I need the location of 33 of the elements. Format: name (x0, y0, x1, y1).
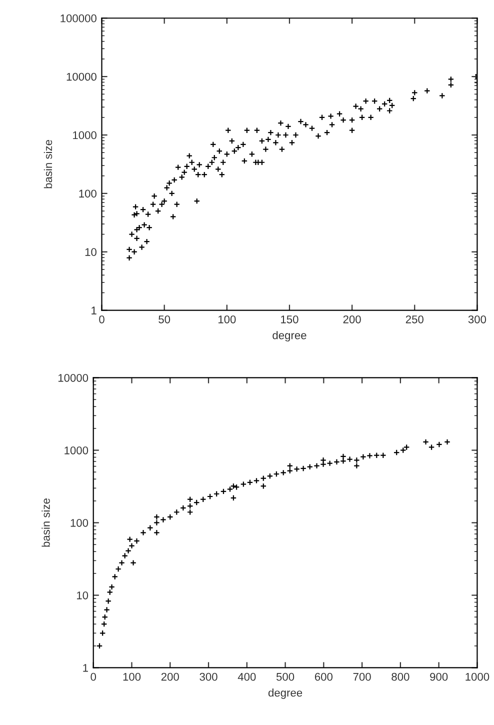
x-tick-label: 500 (276, 672, 294, 681)
x-tick-label: 300 (200, 672, 218, 681)
x-tick-label: 900 (430, 672, 448, 681)
y-axis-title: basin size (44, 140, 52, 188)
x-tick-label: 800 (392, 672, 410, 681)
x-tick-label: 100 (218, 315, 236, 324)
y-tick-label: 1000 (64, 446, 88, 454)
x-axis-title: degree (268, 688, 302, 699)
x-tick-label: 250 (406, 315, 424, 324)
x-tick-label: 50 (158, 315, 170, 324)
x-tick-label: 200 (161, 672, 179, 681)
y-tick-label: 1 (92, 306, 96, 314)
y-tick-label: 100000 (60, 14, 96, 22)
y-tick-label: 10000 (58, 374, 88, 382)
x-tick-label: 700 (353, 672, 371, 681)
x-axis-title: degree (272, 331, 306, 342)
x-tick-label: 0 (99, 315, 104, 324)
y-tick-label: 10000 (66, 72, 96, 81)
x-tick-label: 100 (123, 672, 141, 681)
x-tick-label: 400 (238, 672, 256, 681)
x-tick-label: 150 (281, 315, 298, 324)
x-tick-label: 200 (343, 315, 361, 324)
y-tick-label: 10 (85, 248, 96, 256)
y-tick-label: 100 (70, 518, 88, 527)
x-tick-label: 300 (468, 315, 486, 324)
y-tick-label: 100 (79, 190, 96, 198)
y-tick-label: 1 (83, 664, 88, 672)
x-tick-label: 1000 (466, 672, 490, 681)
x-tick-label: 600 (314, 672, 333, 681)
y-tick-label: 1000 (73, 131, 96, 140)
x-tick-label: 0 (90, 672, 96, 681)
y-tick-label: 10 (76, 591, 88, 600)
y-axis-title: basin size (42, 498, 50, 547)
